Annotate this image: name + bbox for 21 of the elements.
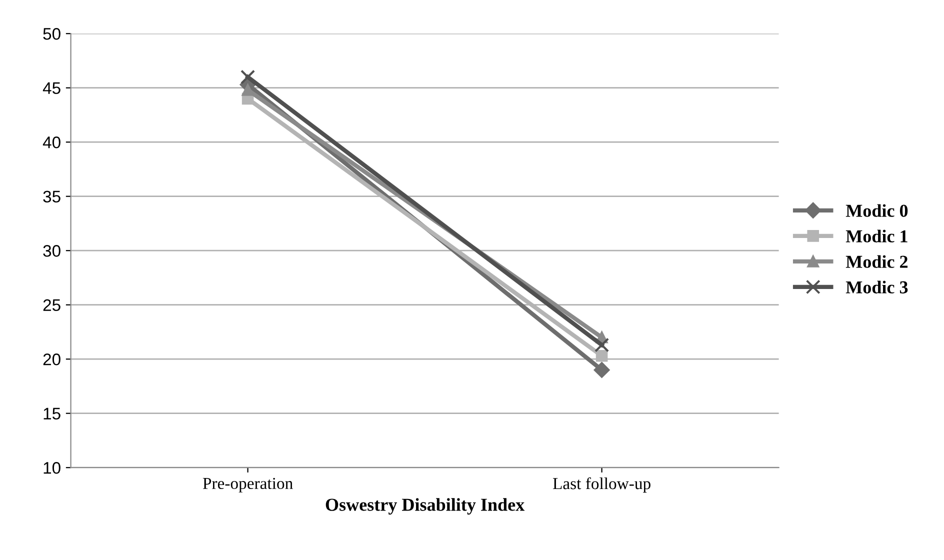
point (594, 362, 610, 378)
y-tick-label: 30 (43, 245, 60, 257)
x-tick-label: Last follow-up (552, 477, 650, 493)
legend-label: Modic 3 (846, 280, 908, 294)
y-tick-label: 10 (44, 462, 60, 474)
y-tick-label: 40 (42, 136, 60, 148)
x-tick-label: Pre-operation (202, 478, 293, 492)
y-tick-label: 50 (43, 28, 60, 40)
point (242, 84, 254, 96)
legend-label: Modic 1 (846, 230, 908, 242)
point (240, 70, 256, 84)
y-tick-label: 15 (44, 408, 60, 420)
y-tick-label: 45 (42, 82, 60, 94)
y-tick-label: 35 (43, 190, 60, 203)
legend-label: Modic 0 (846, 204, 908, 217)
y-tick-label: 25 (43, 299, 60, 312)
x-axis-title: Oswestry Disability Index (326, 498, 525, 515)
y-tick-label: 20 (43, 354, 60, 366)
legend-label: Modic 2 (846, 255, 908, 268)
point (596, 350, 608, 362)
point (594, 338, 610, 352)
